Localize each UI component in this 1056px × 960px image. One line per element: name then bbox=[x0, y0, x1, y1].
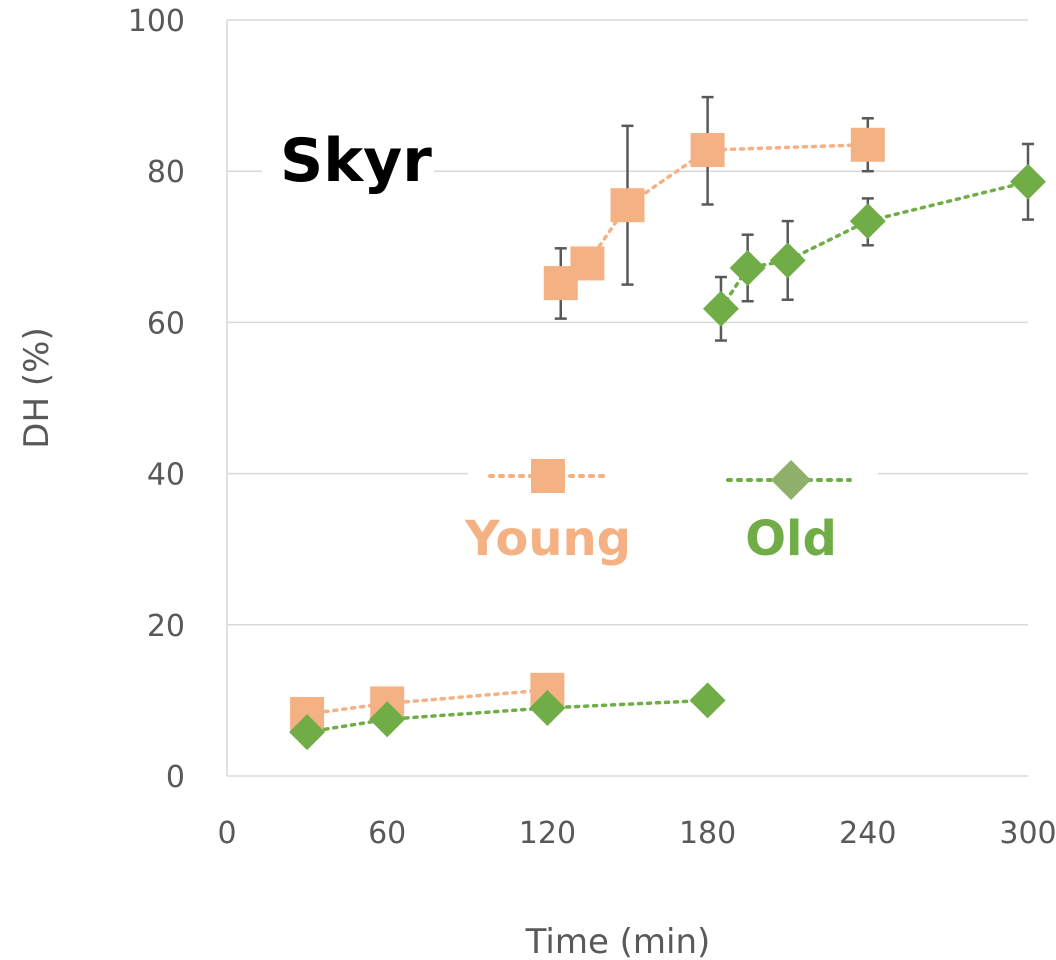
title-background bbox=[262, 128, 434, 200]
legend-marker-young bbox=[531, 459, 565, 493]
x-tick-label: 300 bbox=[999, 816, 1056, 851]
series-old bbox=[289, 142, 1046, 751]
x-tick-label: 240 bbox=[839, 816, 896, 851]
y-tick-label: 40 bbox=[147, 458, 185, 493]
data-point-old bbox=[769, 242, 806, 279]
legend-marker-old bbox=[771, 460, 811, 500]
data-point-young bbox=[610, 188, 645, 223]
axes: 0 20 40 60 80 100 0 60 120 180 240 300 bbox=[128, 4, 1056, 851]
y-tick-label: 100 bbox=[128, 4, 185, 39]
legend-label-old: Old bbox=[745, 511, 837, 567]
y-tick-label: 20 bbox=[147, 609, 185, 644]
y-tick-label: 0 bbox=[166, 760, 185, 795]
data-point-young bbox=[850, 127, 885, 162]
data-point-old bbox=[1010, 163, 1046, 200]
x-tick-label: 60 bbox=[368, 816, 406, 851]
data-point-young bbox=[690, 133, 725, 168]
x-tick-label: 0 bbox=[217, 816, 236, 851]
data-point-old bbox=[689, 682, 726, 719]
chart-title: Skyr bbox=[280, 126, 432, 196]
legend: Young Old bbox=[464, 440, 878, 580]
legend-label-young: Young bbox=[464, 511, 631, 567]
data-point-old bbox=[849, 203, 886, 240]
y-axis-title: DH (%) bbox=[17, 327, 57, 448]
x-axis-title: Time (min) bbox=[525, 922, 711, 960]
y-tick-label: 80 bbox=[147, 155, 185, 190]
x-tick-label: 180 bbox=[679, 816, 736, 851]
data-point-young bbox=[570, 246, 605, 281]
data-point-old bbox=[369, 701, 406, 738]
data-layer bbox=[289, 95, 1046, 751]
series-line-old bbox=[719, 180, 1030, 311]
data-point-old bbox=[289, 714, 326, 751]
x-tick-label: 120 bbox=[519, 816, 576, 851]
data-point-old bbox=[702, 290, 739, 327]
data-point-old bbox=[529, 689, 566, 726]
series-line-old bbox=[305, 698, 710, 734]
y-tick-label: 60 bbox=[147, 306, 185, 341]
data-point-old bbox=[729, 249, 766, 286]
